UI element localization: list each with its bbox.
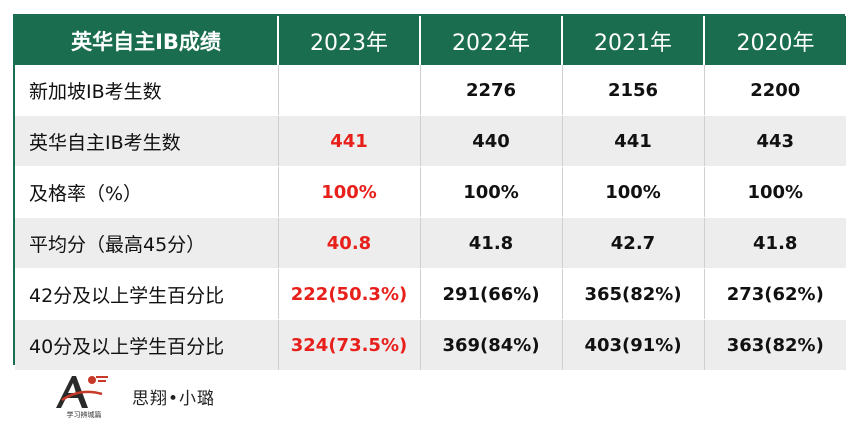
cell-2021: 441 <box>562 115 705 167</box>
table-header-row: 英华自主IB成绩 2023年 2022年 2021年 2020年 <box>15 16 846 65</box>
cell-2022: 41.8 <box>420 217 563 269</box>
cell-2023: 222(50.3%) <box>278 268 421 320</box>
table-row: 42分及以上学生百分比 222(50.3%) 291(66%) 365(82%)… <box>15 268 846 320</box>
cell-2021: 2156 <box>562 65 705 116</box>
table-row: 平均分（最高45分） 40.8 41.8 42.7 41.8 <box>15 217 846 269</box>
cell-2021: 403(91%) <box>562 319 705 371</box>
row-label: 40分及以上学生百分比 <box>15 319 279 371</box>
cell-2020: 443 <box>704 115 846 167</box>
logo-icon <box>56 376 108 408</box>
header-title: 英华自主IB成绩 <box>15 16 279 65</box>
table-row: 及格率（%） 100% 100% 100% 100% <box>15 166 846 218</box>
cell-2021: 365(82%) <box>562 268 705 320</box>
cell-2023: 100% <box>278 166 421 218</box>
row-label: 新加坡IB考生数 <box>15 65 279 116</box>
cell-2022: 369(84%) <box>420 319 563 371</box>
cell-2023: 324(73.5%) <box>278 319 421 371</box>
cell-2022: 291(66%) <box>420 268 563 320</box>
ib-scores-table: 英华自主IB成绩 2023年 2022年 2021年 2020年 新加坡IB考生… <box>15 16 846 371</box>
table-row: 40分及以上学生百分比 324(73.5%) 369(84%) 403(91%)… <box>15 319 846 371</box>
cell-2023: 441 <box>278 115 421 167</box>
author-credit: 思翔•小璐 <box>132 389 216 409</box>
header-year-2020: 2020年 <box>704 16 846 65</box>
cell-2023 <box>278 65 421 116</box>
row-label: 平均分（最高45分） <box>15 217 279 269</box>
row-label: 英华自主IB考生数 <box>15 115 279 167</box>
cell-2022: 2276 <box>420 65 563 116</box>
logo-caption: 学习辨城篇 <box>66 411 102 419</box>
cell-2021: 100% <box>562 166 705 218</box>
header-year-2021: 2021年 <box>562 16 705 65</box>
cell-2020: 2200 <box>704 65 846 116</box>
header-year-2023: 2023年 <box>278 16 421 65</box>
table-row: 新加坡IB考生数 2276 2156 2200 <box>15 65 846 116</box>
cell-2020: 41.8 <box>704 217 846 269</box>
table-row: 英华自主IB考生数 441 440 441 443 <box>15 115 846 167</box>
header-year-2022: 2022年 <box>420 16 563 65</box>
cell-2020: 273(62%) <box>704 268 846 320</box>
cell-2023: 40.8 <box>278 217 421 269</box>
footer: 学习辨城篇 思翔•小璐 <box>48 370 348 422</box>
logo: 学习辨城篇 <box>48 370 120 422</box>
row-label: 及格率（%） <box>15 166 279 218</box>
cell-2021: 42.7 <box>562 217 705 269</box>
row-label: 42分及以上学生百分比 <box>15 268 279 320</box>
scores-table-frame: 英华自主IB成绩 2023年 2022年 2021年 2020年 新加坡IB考生… <box>13 14 846 371</box>
cell-2022: 440 <box>420 115 563 167</box>
cell-2022: 100% <box>420 166 563 218</box>
cell-2020: 100% <box>704 166 846 218</box>
cell-2020: 363(82%) <box>704 319 846 371</box>
